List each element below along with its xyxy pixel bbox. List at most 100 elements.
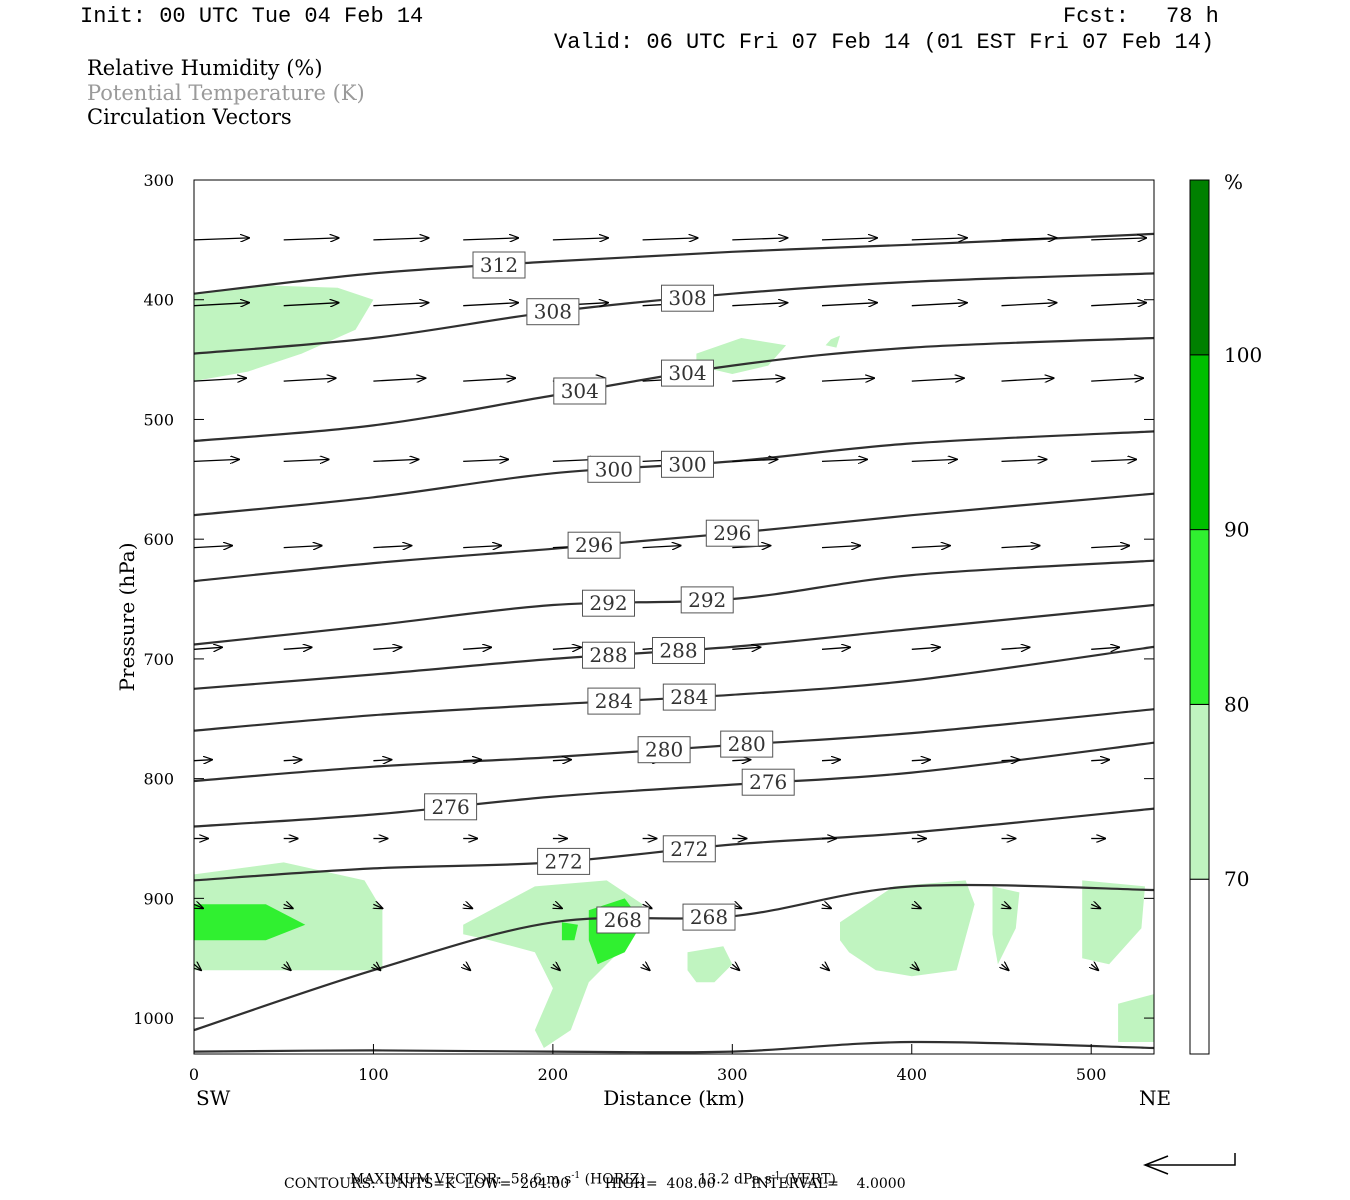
y-tick-label-1000: 1000 <box>133 1009 174 1028</box>
circulation-vector-10 <box>1091 238 1146 240</box>
theta-label-box-272-0 <box>537 847 591 875</box>
x-tick-label-100: 100 <box>358 1065 389 1084</box>
x-tick-label-300: 300 <box>717 1065 748 1084</box>
circulation-vector-61 <box>732 647 760 649</box>
y-tick-label-700: 700 <box>143 650 174 669</box>
circulation-vector-1 <box>283 238 339 240</box>
circulation-vector-101 <box>373 964 380 970</box>
y-tick-label-500: 500 <box>143 411 174 430</box>
x-tick-label-400: 400 <box>897 1065 928 1084</box>
colorbar-segment-below-70 <box>1189 878 1210 1055</box>
x-left-label: SW <box>196 1086 231 1110</box>
theta-label-276-1: 276 <box>749 770 787 794</box>
vert-exponent: -1 <box>771 1171 781 1181</box>
circulation-vector-46 <box>373 546 411 548</box>
rh-region-2 <box>825 335 840 348</box>
plot-frame <box>193 179 1155 1055</box>
circulation-vector-28 <box>732 378 784 381</box>
circulation-vector-51 <box>821 546 860 548</box>
circulation-vector-8 <box>911 238 967 240</box>
circulation-vector-58 <box>463 647 491 649</box>
theta-label-284-0: 284 <box>595 689 633 713</box>
x-tick-label-500: 500 <box>1076 1065 1107 1084</box>
circulation-vector-95 <box>822 904 831 908</box>
circulation-vector-100 <box>284 964 291 970</box>
circulation-vector-90 <box>373 904 382 908</box>
theta-label-304-1: 304 <box>668 361 706 385</box>
theta-label-308-0: 308 <box>534 300 572 324</box>
max-vector-label: MAXIMUM VECTOR: <box>349 1171 502 1188</box>
theta-label-280-1: 280 <box>728 732 766 756</box>
theta-label-box-268-0 <box>596 906 650 934</box>
circulation-vector-105 <box>732 964 739 970</box>
circulation-vector-64 <box>1001 647 1030 649</box>
circulation-vector-41 <box>911 459 957 461</box>
circulation-vector-20 <box>1001 303 1057 306</box>
circulation-vector-12 <box>283 303 339 306</box>
circulation-vector-6 <box>732 238 787 240</box>
potential-temperature-contours <box>194 232 1154 1054</box>
vert-tag: (VERT) <box>785 1171 836 1188</box>
circulation-vector-22 <box>194 378 246 381</box>
theta-label-box-304-1 <box>661 359 714 387</box>
circulation-vector-97 <box>1002 904 1011 908</box>
colorbar-unit: % <box>1224 170 1243 194</box>
theta-label-box-276-0 <box>424 793 478 821</box>
colorbar-segment-80 <box>1189 529 1210 705</box>
theta-label-288-0: 288 <box>589 643 627 667</box>
circulation-vector-3 <box>463 238 518 240</box>
circulation-vector-98 <box>1091 904 1100 908</box>
circulation-vector-56 <box>283 647 312 649</box>
theta-label-box-268-1 <box>682 903 736 931</box>
theta-label-268-0: 268 <box>604 908 642 932</box>
circulation-vector-53 <box>1001 546 1040 548</box>
circulation-vector-17 <box>732 303 787 306</box>
x-right-label: NE <box>1139 1086 1171 1110</box>
circulation-vector-73 <box>821 760 840 761</box>
circulation-vector-31 <box>1001 378 1054 381</box>
contour-labels: 312 308 308 304 304 300 300 296 296 292 292 288 288 2… <box>424 251 795 934</box>
theta-contour-312 <box>194 232 1154 295</box>
theta-label-292-1: 292 <box>688 588 726 612</box>
circulation-vector-2 <box>373 238 428 240</box>
circulation-vector-25 <box>463 378 515 381</box>
circulation-vector-65 <box>1091 647 1119 649</box>
theta-label-288-1: 288 <box>659 639 697 663</box>
circulation-vector-109 <box>1091 964 1098 970</box>
theta-label-268-1: 268 <box>690 905 728 929</box>
valid-time: Valid: 06 UTC Fri 07 Feb 14 (01 EST Fri … <box>554 30 1215 55</box>
theta-label-box-296-1 <box>705 519 759 547</box>
x-tick-label-200: 200 <box>538 1065 569 1084</box>
theta-contour-308 <box>194 272 1154 355</box>
theta-label-280-0: 280 <box>645 738 683 762</box>
theta-label-284-1: 284 <box>670 685 708 709</box>
rh-region-9 <box>840 880 975 977</box>
circulation-vector-89 <box>284 904 293 908</box>
circulation-vector-44 <box>194 546 232 548</box>
rh-region-1 <box>696 338 787 374</box>
theta-label-304-0: 304 <box>561 379 599 403</box>
circulation-vector-42 <box>1001 459 1047 461</box>
colorbar-segment-100 <box>1189 179 1210 356</box>
circulation-vector-7 <box>821 238 877 240</box>
circulation-vector-18 <box>821 303 877 306</box>
theta-label-300-0: 300 <box>595 457 633 481</box>
circulation-vector-19 <box>911 303 967 306</box>
init-time: Init: 00 UTC Tue 04 Feb 14 <box>80 4 424 29</box>
forecast-hour: 78 h <box>1166 4 1219 29</box>
rh-region-11 <box>1082 880 1145 965</box>
theta-label-box-276-1 <box>741 768 795 796</box>
colorbar-segment-90 <box>1189 354 1210 531</box>
circulation-vector-102 <box>463 964 470 970</box>
circulation-vector-23 <box>283 378 336 381</box>
circulation-vector-49 <box>642 546 681 548</box>
theta-contour-264 <box>194 1040 1154 1054</box>
circulation-vector-63 <box>911 647 940 649</box>
legend-circulation-vectors: Circulation Vectors <box>87 105 292 129</box>
theta-contour-284 <box>194 645 1154 732</box>
axes: 300 400 500 600 700 800 900 1000 0 100 200 300 400 50… <box>133 171 1154 1084</box>
theta-label-box-308-0 <box>526 298 580 326</box>
circulation-vector-59 <box>552 647 581 649</box>
circulation-vector-43 <box>1091 459 1136 461</box>
circulation-vector-104 <box>643 964 650 970</box>
